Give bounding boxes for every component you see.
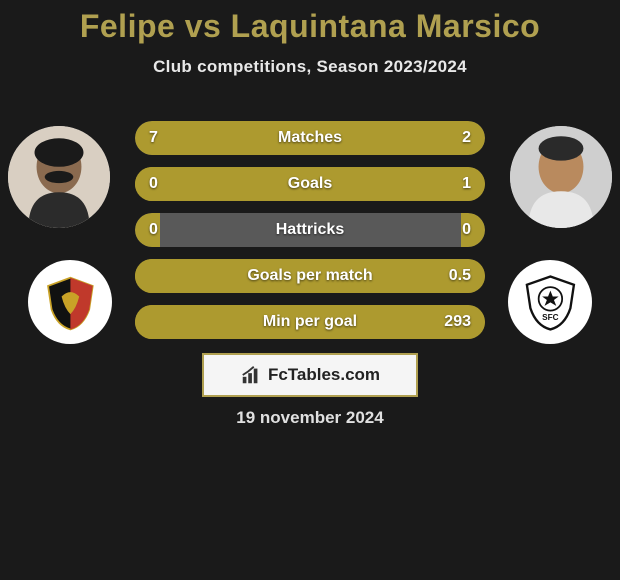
stat-row: 0Goals1 [135, 167, 485, 201]
club-left-badge [28, 260, 112, 344]
club-crest-icon: SFC [521, 273, 580, 332]
player-left-avatar [8, 126, 110, 228]
brand-box: FcTables.com [202, 353, 418, 397]
brand-text: FcTables.com [268, 365, 380, 385]
stat-row: Goals per match0.5 [135, 259, 485, 293]
date-text: 19 november 2024 [0, 408, 620, 428]
stat-row: Min per goal293 [135, 305, 485, 339]
person-icon [510, 126, 612, 228]
stat-value-right: 293 [444, 313, 471, 331]
subtitle: Club competitions, Season 2023/2024 [0, 57, 620, 77]
stats-panel: 7Matches20Goals10Hattricks0Goals per mat… [135, 121, 485, 351]
player-right-avatar [510, 126, 612, 228]
stat-value-right: 0.5 [449, 267, 471, 285]
club-crest-icon [41, 273, 100, 332]
stat-label: Goals [135, 175, 485, 193]
stat-value-right: 2 [462, 129, 471, 147]
stat-value-right: 1 [462, 175, 471, 193]
stat-row: 0Hattricks0 [135, 213, 485, 247]
chart-icon [240, 364, 262, 386]
stat-label: Min per goal [135, 313, 485, 331]
comparison-infographic: Felipe vs Laquintana Marsico Club compet… [0, 0, 620, 580]
stat-label: Hattricks [135, 221, 485, 239]
svg-text:SFC: SFC [542, 313, 559, 322]
stat-label: Matches [135, 129, 485, 147]
page-title: Felipe vs Laquintana Marsico [0, 0, 620, 45]
stat-value-right: 0 [462, 221, 471, 239]
stat-label: Goals per match [135, 267, 485, 285]
stat-row: 7Matches2 [135, 121, 485, 155]
club-right-badge: SFC [508, 260, 592, 344]
person-icon [8, 126, 110, 228]
